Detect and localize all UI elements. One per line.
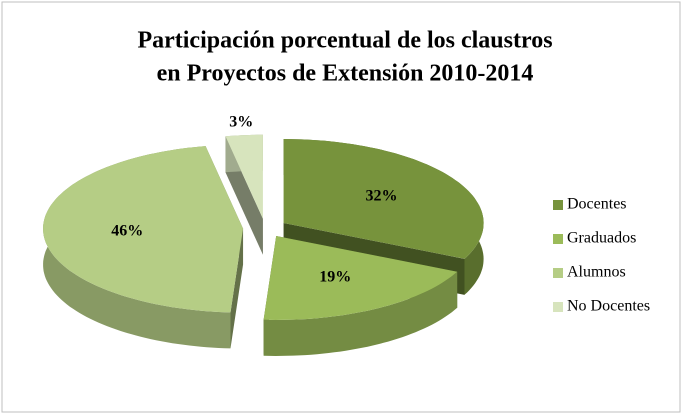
slice-top (225, 134, 263, 219)
data-label: 32% (366, 188, 398, 205)
legend-label: Docentes (567, 196, 627, 213)
slice-top (283, 139, 484, 259)
pie-slice (43, 146, 244, 349)
chart-title: en Proyectos de Extensión 2010-2014 (157, 61, 534, 87)
data-label: 3% (229, 113, 253, 130)
legend-label: No Docentes (567, 298, 650, 315)
legend-swatch (553, 234, 563, 244)
legend-label: Alumnos (567, 264, 626, 281)
chart-title: Participación porcentual de los claustro… (137, 28, 552, 54)
data-label: 19% (319, 269, 351, 286)
slice-top (43, 146, 244, 313)
legend-label: Graduados (567, 230, 636, 247)
data-label: 46% (111, 222, 143, 239)
legend-swatch (553, 200, 563, 210)
slice-rim (263, 271, 458, 356)
legend-swatch (553, 268, 563, 278)
pie-slice (263, 235, 458, 356)
slice-top (263, 235, 458, 320)
legend-swatch (553, 302, 563, 312)
pie-slice (225, 134, 263, 255)
slice-side (230, 228, 244, 349)
